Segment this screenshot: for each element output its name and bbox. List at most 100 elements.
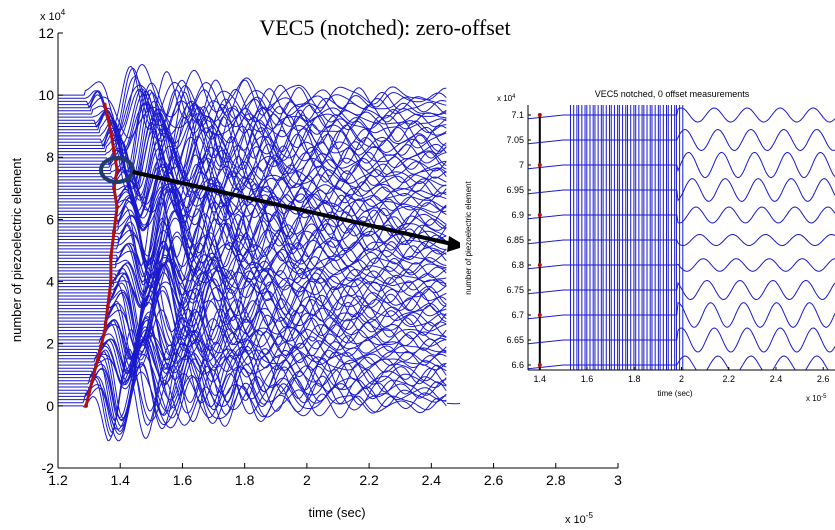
inset-arrival-point bbox=[537, 363, 542, 367]
seismic-trace bbox=[58, 195, 447, 278]
main-trace-group bbox=[58, 64, 612, 442]
arrival-pick-point bbox=[96, 354, 101, 359]
main-x-axis-label: time (sec) bbox=[308, 505, 365, 520]
x-tick-label: 2.6 bbox=[484, 472, 504, 488]
arrival-pick-point bbox=[112, 186, 116, 191]
y-tick-label: 6.6 bbox=[511, 360, 524, 370]
seismic-trace bbox=[58, 240, 447, 296]
seismic-trace bbox=[58, 301, 447, 373]
seismic-trace bbox=[58, 274, 447, 359]
seismic-trace bbox=[58, 339, 447, 390]
arrival-pick-point bbox=[108, 254, 113, 259]
x-tick-label: 2.4 bbox=[422, 472, 442, 488]
seismic-trace bbox=[58, 88, 447, 141]
inset-trace-group bbox=[528, 105, 835, 370]
seismic-trace bbox=[58, 261, 447, 306]
seismic-trace bbox=[58, 217, 447, 286]
seismic-trace bbox=[58, 329, 447, 386]
inset-arrival-point bbox=[537, 213, 542, 217]
y-tick-label: 6.65 bbox=[506, 335, 524, 345]
seismic-trace bbox=[58, 84, 447, 142]
seismic-trace bbox=[58, 256, 447, 346]
inset-chart: VEC5 notched, 0 offset measurements x 10… bbox=[460, 85, 835, 410]
seismic-trace bbox=[58, 185, 447, 230]
x-tick-label: 1.6 bbox=[581, 374, 594, 384]
seismic-trace bbox=[58, 261, 447, 344]
seismic-trace bbox=[58, 166, 447, 257]
seismic-trace bbox=[58, 210, 447, 280]
inset-y-tick-labels: 6.6 6.65 6.7 6.75 6.8 6.85 6.9 6.95 7 7.05 7.1 bbox=[506, 110, 524, 370]
main-y-axis-label: number of piezoelectric element bbox=[9, 157, 24, 342]
y-tick-label: 6.75 bbox=[506, 285, 524, 295]
arrival-pick-point bbox=[112, 149, 116, 154]
y-tick-label: 6.8 bbox=[511, 260, 524, 270]
inset-trace bbox=[528, 206, 835, 224]
inset-y-exponent: x 104 bbox=[497, 94, 516, 103]
arrival-pick-point bbox=[84, 403, 88, 408]
y-tick-label: 6.95 bbox=[506, 185, 524, 195]
x-tick-label: 1.4 bbox=[534, 374, 547, 384]
x-tick-label: 1.8 bbox=[628, 374, 641, 384]
main-chart: VEC5 (notched): zero-offset x 104 1.2 1.4… bbox=[9, 8, 622, 526]
y-tick-label: 4 bbox=[46, 273, 54, 289]
y-tick-label: 10 bbox=[38, 87, 54, 103]
arrival-pick-point bbox=[105, 114, 110, 119]
y-tick-label: 0 bbox=[46, 398, 54, 414]
arrival-pick-point bbox=[102, 102, 107, 107]
seismic-trace bbox=[58, 240, 447, 301]
main-chart-title: VEC5 (notched): zero-offset bbox=[259, 15, 510, 40]
inset-axes bbox=[527, 105, 835, 371]
arrival-pick-point bbox=[108, 130, 113, 135]
arrival-pick-point bbox=[90, 379, 95, 383]
inset-trace bbox=[528, 107, 835, 123]
x-tick-label: 2.8 bbox=[546, 472, 566, 488]
inset-trace-area bbox=[528, 105, 835, 370]
seismic-trace bbox=[58, 272, 447, 353]
seismic-trace bbox=[58, 361, 447, 430]
arrival-pick-point bbox=[102, 329, 107, 334]
seismic-trace bbox=[58, 371, 447, 442]
main-axes bbox=[57, 32, 619, 469]
zoom-arrow bbox=[132, 170, 466, 252]
main-x-tick-labels: 1.2 1.4 1.6 1.8 2 2.2 2.4 2.6 2.8 3 bbox=[48, 472, 622, 488]
seismic-trace bbox=[58, 164, 447, 220]
seismic-trace bbox=[58, 64, 447, 131]
seismic-trace bbox=[58, 309, 447, 369]
x-tick-label: 2 bbox=[303, 472, 311, 488]
seismic-trace bbox=[58, 344, 447, 428]
y-tick-label: 6.7 bbox=[511, 310, 524, 320]
arrival-pick-point bbox=[115, 205, 120, 209]
seismic-trace bbox=[58, 182, 447, 267]
x-tick-label: 1.6 bbox=[173, 472, 193, 488]
seismic-trace bbox=[58, 210, 447, 276]
seismic-trace bbox=[58, 93, 447, 151]
seismic-trace bbox=[58, 341, 447, 419]
x-tick-label: 1.4 bbox=[110, 472, 130, 488]
inset-x-tick-labels: 1.4 1.6 1.8 2 2.2 2.4 2.6 bbox=[534, 374, 830, 384]
seismic-trace bbox=[58, 319, 447, 382]
inset-arrival-point bbox=[537, 113, 542, 117]
seismic-trace bbox=[58, 284, 447, 361]
y-tick-label: 8 bbox=[46, 149, 54, 165]
inset-trace bbox=[528, 128, 835, 152]
x-tick-label: 2.2 bbox=[722, 374, 735, 384]
seismic-trace bbox=[58, 245, 447, 338]
seismic-trace bbox=[58, 82, 447, 139]
seismic-trace bbox=[58, 339, 447, 421]
x-tick-label: 2 bbox=[679, 374, 684, 384]
arrival-pick-point bbox=[105, 304, 110, 309]
y-tick-label: 7.05 bbox=[506, 135, 524, 145]
x-tick-label: 2.2 bbox=[359, 472, 379, 488]
seismic-trace bbox=[58, 76, 447, 142]
main-arrival-group bbox=[84, 102, 120, 408]
inset-trace bbox=[528, 355, 829, 370]
x-tick-label: 1.2 bbox=[48, 472, 68, 488]
y-tick-label: 7.1 bbox=[511, 110, 524, 120]
inset-trace bbox=[528, 301, 835, 328]
inset-trace bbox=[528, 151, 835, 179]
seismic-trace bbox=[58, 335, 447, 386]
seismic-trace bbox=[58, 65, 447, 130]
y-tick-label: 12 bbox=[38, 25, 54, 41]
x-tick-label: 2.6 bbox=[817, 374, 830, 384]
